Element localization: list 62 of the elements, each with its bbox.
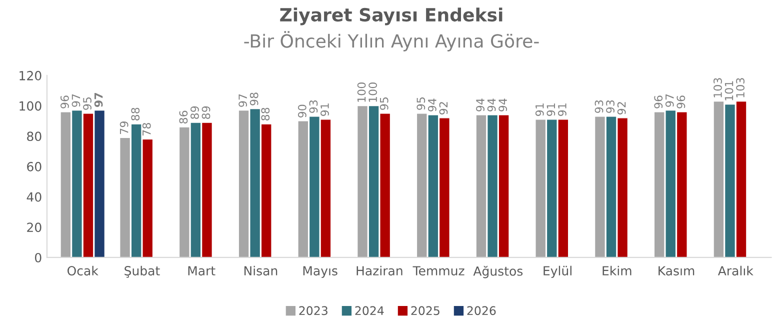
x-tick-label: Mayıs xyxy=(303,266,338,278)
data-label: 101 xyxy=(724,81,734,100)
x-tick-label: Mart xyxy=(188,266,216,276)
x-tick-label: Ocak xyxy=(67,266,98,276)
data-label: 94 xyxy=(487,98,496,112)
data-label: 95 xyxy=(380,97,388,110)
y-tick-label: 40 xyxy=(26,192,42,202)
data-label: 88 xyxy=(261,108,270,120)
chart-title: Ziyaret Sayısı Endeksi xyxy=(280,8,502,26)
data-label: 97 xyxy=(238,94,248,107)
data-label: 95 xyxy=(83,97,92,110)
data-label: 97 xyxy=(94,92,103,107)
data-label: 103 xyxy=(736,78,744,98)
data-label: 96 xyxy=(654,96,663,108)
data-label: 97 xyxy=(72,94,80,107)
x-tick-label: Ağustos xyxy=(473,266,523,278)
data-label: 90 xyxy=(298,104,306,118)
x-tick-label: Ekim xyxy=(602,266,632,276)
data-label: 89 xyxy=(190,106,199,119)
data-label: 93 xyxy=(594,100,604,113)
data-label: 96 xyxy=(676,96,686,108)
x-tick-label: Eylül xyxy=(544,266,572,278)
data-label: 91 xyxy=(535,104,544,116)
data-label: 89 xyxy=(202,106,210,119)
x-tick-label: Temmuz xyxy=(412,266,464,276)
y-tick-label: 100 xyxy=(20,101,42,111)
data-label: 103 xyxy=(714,78,722,98)
data-label: 78 xyxy=(142,123,151,136)
data-label: 92 xyxy=(439,102,448,114)
data-label: 86 xyxy=(179,110,188,124)
legend-label: 2026 xyxy=(467,306,496,316)
y-tick-label: 120 xyxy=(20,70,42,80)
y-tick-label: 0 xyxy=(34,252,42,262)
x-tick-label: Şubat xyxy=(124,266,160,278)
legend-label: 2024 xyxy=(355,306,384,316)
data-label: 93 xyxy=(606,100,614,113)
data-label: 92 xyxy=(617,102,626,114)
x-tick-label: Kasım xyxy=(658,266,694,276)
data-label: 94 xyxy=(498,98,508,112)
y-tick-label: 60 xyxy=(27,162,42,172)
chart-subtitle: -Bir Önceki Yılın Aynı Ayına Göre- xyxy=(244,31,539,52)
legend-label: 2025 xyxy=(411,306,440,316)
data-label: 94 xyxy=(428,98,436,112)
data-label: 98 xyxy=(250,92,258,106)
y-tick-label: 80 xyxy=(27,132,42,142)
x-tick-label: Nisan xyxy=(244,266,278,276)
data-label: 94 xyxy=(476,98,484,112)
y-tick-label: 20 xyxy=(27,222,42,232)
data-label: 91 xyxy=(320,104,329,116)
data-label: 91 xyxy=(546,104,556,116)
data-label: 91 xyxy=(558,104,566,116)
data-label: 96 xyxy=(60,96,69,108)
data-label: 95 xyxy=(416,97,426,110)
data-label: 79 xyxy=(120,122,128,134)
x-tick-label: Aralık xyxy=(718,266,754,276)
legend-label: 2023 xyxy=(299,306,328,316)
x-tick-label: Haziran xyxy=(356,266,402,276)
data-label: 100 xyxy=(368,82,378,102)
data-label: 97 xyxy=(665,94,674,107)
data-label: 88 xyxy=(131,108,140,120)
data-label: 93 xyxy=(309,100,318,113)
data-label: 100 xyxy=(357,82,366,102)
